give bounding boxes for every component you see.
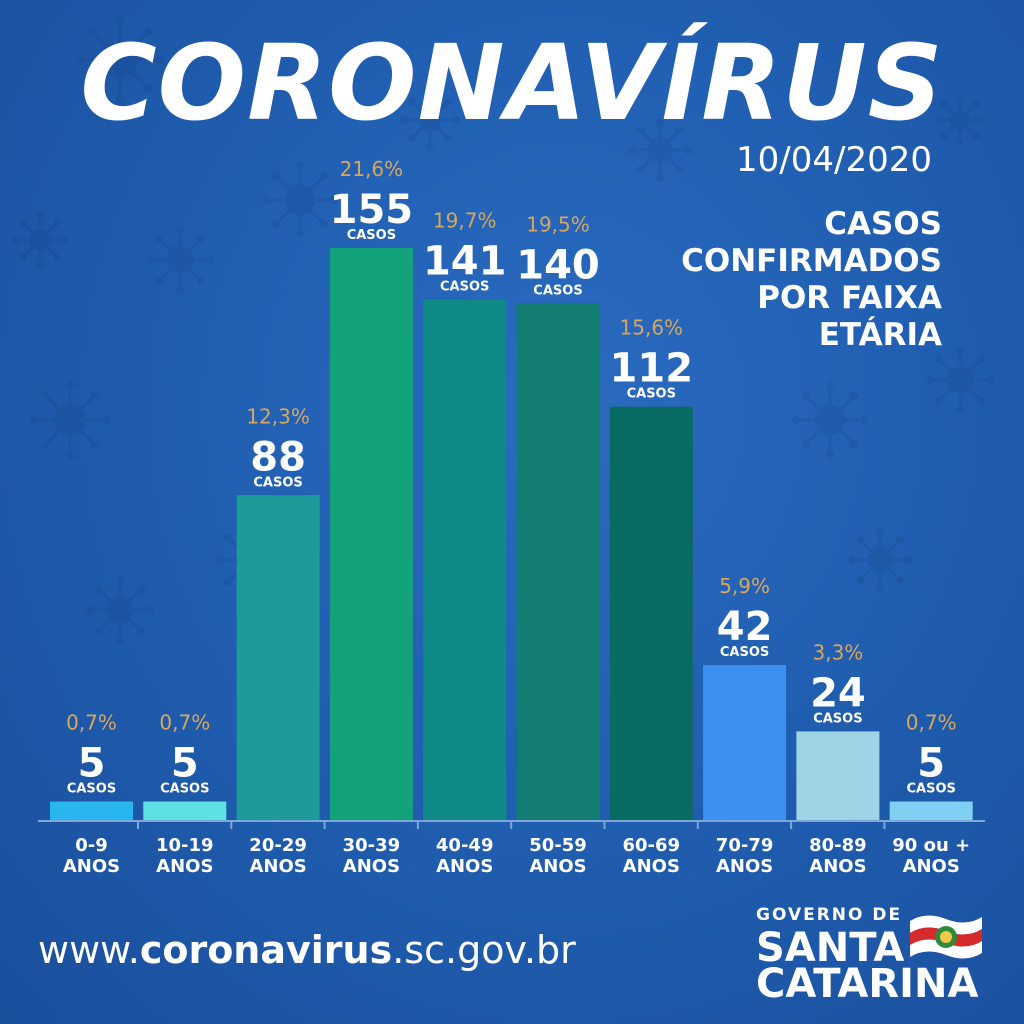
category-label: ANOS <box>623 856 680 877</box>
santa-catarina-flag-icon <box>910 915 982 959</box>
virus-shape <box>146 226 214 294</box>
category-label: 80-89 <box>809 835 867 856</box>
category-label: 50-59 <box>529 835 587 856</box>
date-label: 10/04/2020 <box>736 140 932 180</box>
percent-label: 15,6% <box>620 316 684 340</box>
category-label: ANOS <box>529 856 586 877</box>
government-logo: GOVERNO DE SANTA CATARINA <box>756 905 986 1007</box>
category-label: ANOS <box>156 856 213 877</box>
data-label: 88 <box>250 434 306 480</box>
subtitle-line: CONFIRMADOS <box>681 243 942 279</box>
unit-label: CASOS <box>160 782 209 797</box>
unit-label: CASOS <box>813 711 862 726</box>
virus-shape <box>76 16 164 104</box>
category-label: 60-69 <box>623 835 681 856</box>
category-label: 40-49 <box>436 835 494 856</box>
category-label: 70-79 <box>716 835 774 856</box>
category-label: 20-29 <box>249 835 307 856</box>
percent-label: 5,9% <box>719 574 770 598</box>
virus-shape <box>934 94 986 146</box>
page-title: CORONAVÍRUS <box>80 22 944 144</box>
age-bar-chart: CASOS50,7%0-9ANOSCASOS50,7%10-19ANOSCASO… <box>38 157 985 877</box>
virus-shape <box>30 380 110 460</box>
bar-80-89 <box>796 731 880 820</box>
category-label: 10-19 <box>156 835 214 856</box>
url-prefix: www. <box>38 928 140 972</box>
virus-shape <box>848 528 912 592</box>
virus-shape <box>926 346 994 414</box>
data-label: 5 <box>171 741 199 787</box>
percent-label: 19,5% <box>526 212 590 236</box>
subtitle-line: CASOS <box>824 206 942 242</box>
bar-60-69 <box>609 406 693 820</box>
bar-90 ou + <box>889 801 973 820</box>
logo-line-santa: SANTA <box>756 925 905 971</box>
virus-shape <box>628 118 692 182</box>
logo-line-catarina: CATARINA <box>756 961 979 1007</box>
category-label: ANOS <box>903 856 960 877</box>
data-label: 24 <box>810 670 866 716</box>
bar-10-19 <box>143 801 227 820</box>
unit-label: CASOS <box>253 475 302 490</box>
percent-label: 12,3% <box>246 404 310 428</box>
data-label: 112 <box>610 346 694 392</box>
unit-label: CASOS <box>440 280 489 295</box>
subtitle-line: POR FAIXA <box>757 280 942 316</box>
virus-shape <box>262 162 338 238</box>
category-label: 30-39 <box>343 835 401 856</box>
category-label: 0-9 <box>75 835 108 856</box>
chart-subtitle: CASOS CONFIRMADOS POR FAIXA ETÁRIA <box>622 206 942 354</box>
bar-30-39 <box>329 248 413 820</box>
bar-20-29 <box>236 495 320 820</box>
unit-label: CASOS <box>67 782 116 797</box>
data-label: 140 <box>516 242 600 288</box>
data-label: 5 <box>917 741 945 787</box>
bar-50-59 <box>516 303 600 820</box>
bar-70-79 <box>703 665 787 820</box>
unit-label: CASOS <box>347 228 396 243</box>
unit-label: CASOS <box>627 387 676 402</box>
data-label: 5 <box>78 741 106 787</box>
logo-line-governo: GOVERNO DE <box>756 905 903 925</box>
percent-label: 0,7% <box>66 711 117 735</box>
percent-label: 19,7% <box>433 209 497 233</box>
percent-label: 0,7% <box>159 711 210 735</box>
percent-label: 0,7% <box>906 711 957 735</box>
virus-shape <box>12 212 68 268</box>
data-label: 42 <box>717 604 773 650</box>
url-suffix: .sc.gov.br <box>392 928 576 972</box>
percent-label: 21,6% <box>340 157 404 181</box>
virus-shape <box>86 576 154 644</box>
bar-0-9 <box>50 801 133 820</box>
category-label: ANOS <box>249 856 306 877</box>
category-label: ANOS <box>809 856 866 877</box>
category-label: ANOS <box>343 856 400 877</box>
data-label: 155 <box>330 187 414 233</box>
category-label: 90 ou + <box>892 835 970 856</box>
percent-label: 3,3% <box>812 640 863 664</box>
bar-40-49 <box>423 299 507 820</box>
website-link[interactable]: www.coronavirus.sc.gov.br <box>38 928 576 972</box>
url-bold: coronavirus <box>139 928 393 972</box>
virus-shape <box>400 90 460 150</box>
unit-label: CASOS <box>907 782 956 797</box>
subtitle-line: ETÁRIA <box>818 317 942 353</box>
virus-shape <box>792 382 868 458</box>
category-label: ANOS <box>716 856 773 877</box>
unit-label: CASOS <box>533 283 582 298</box>
unit-label: CASOS <box>720 645 769 660</box>
category-label: ANOS <box>63 856 120 877</box>
category-label: ANOS <box>436 856 493 877</box>
data-label: 141 <box>423 239 507 285</box>
